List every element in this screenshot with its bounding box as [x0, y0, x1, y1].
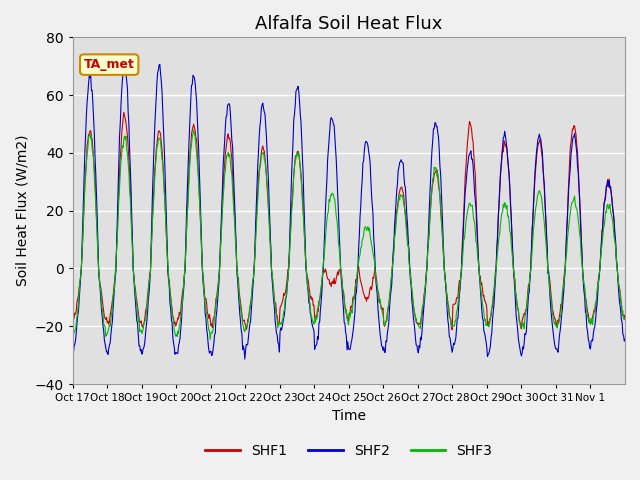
SHF3	[134, 307, 141, 312]
SHF3	[621, 316, 629, 322]
SHF2	[285, 263, 292, 269]
SHF2	[69, 346, 77, 351]
SHF1	[406, 270, 414, 276]
SHF1	[284, 266, 292, 272]
SHF3	[285, 264, 292, 269]
SHF2	[621, 336, 629, 342]
SHF3	[190, 127, 198, 133]
SHF2	[236, 311, 244, 316]
SHF1	[120, 109, 127, 115]
SHF1	[69, 316, 77, 322]
SHF1	[438, 217, 445, 223]
Text: TA_met: TA_met	[84, 58, 134, 71]
SHF2	[407, 281, 415, 287]
SHF1	[263, 182, 271, 188]
Line: SHF2: SHF2	[73, 64, 625, 359]
SHF1	[621, 316, 629, 322]
SHF3	[69, 331, 77, 337]
Title: Alfalfa Soil Heat Flux: Alfalfa Soil Heat Flux	[255, 15, 442, 33]
SHF3	[207, 336, 214, 342]
Legend: SHF1, SHF2, SHF3: SHF1, SHF2, SHF3	[200, 439, 498, 464]
SHF1	[449, 327, 456, 333]
Line: SHF3: SHF3	[73, 130, 625, 339]
SHF2	[156, 61, 164, 67]
SHF3	[407, 280, 415, 286]
SHF2	[241, 356, 249, 362]
Y-axis label: Soil Heat Flux (W/m2): Soil Heat Flux (W/m2)	[15, 135, 29, 287]
SHF2	[438, 208, 446, 214]
SHF3	[438, 228, 446, 234]
SHF2	[134, 320, 141, 325]
Line: SHF1: SHF1	[73, 112, 625, 330]
SHF3	[264, 190, 272, 195]
SHF1	[236, 294, 244, 300]
SHF1	[134, 309, 142, 315]
SHF3	[237, 303, 244, 309]
SHF2	[264, 165, 272, 171]
X-axis label: Time: Time	[332, 408, 366, 422]
